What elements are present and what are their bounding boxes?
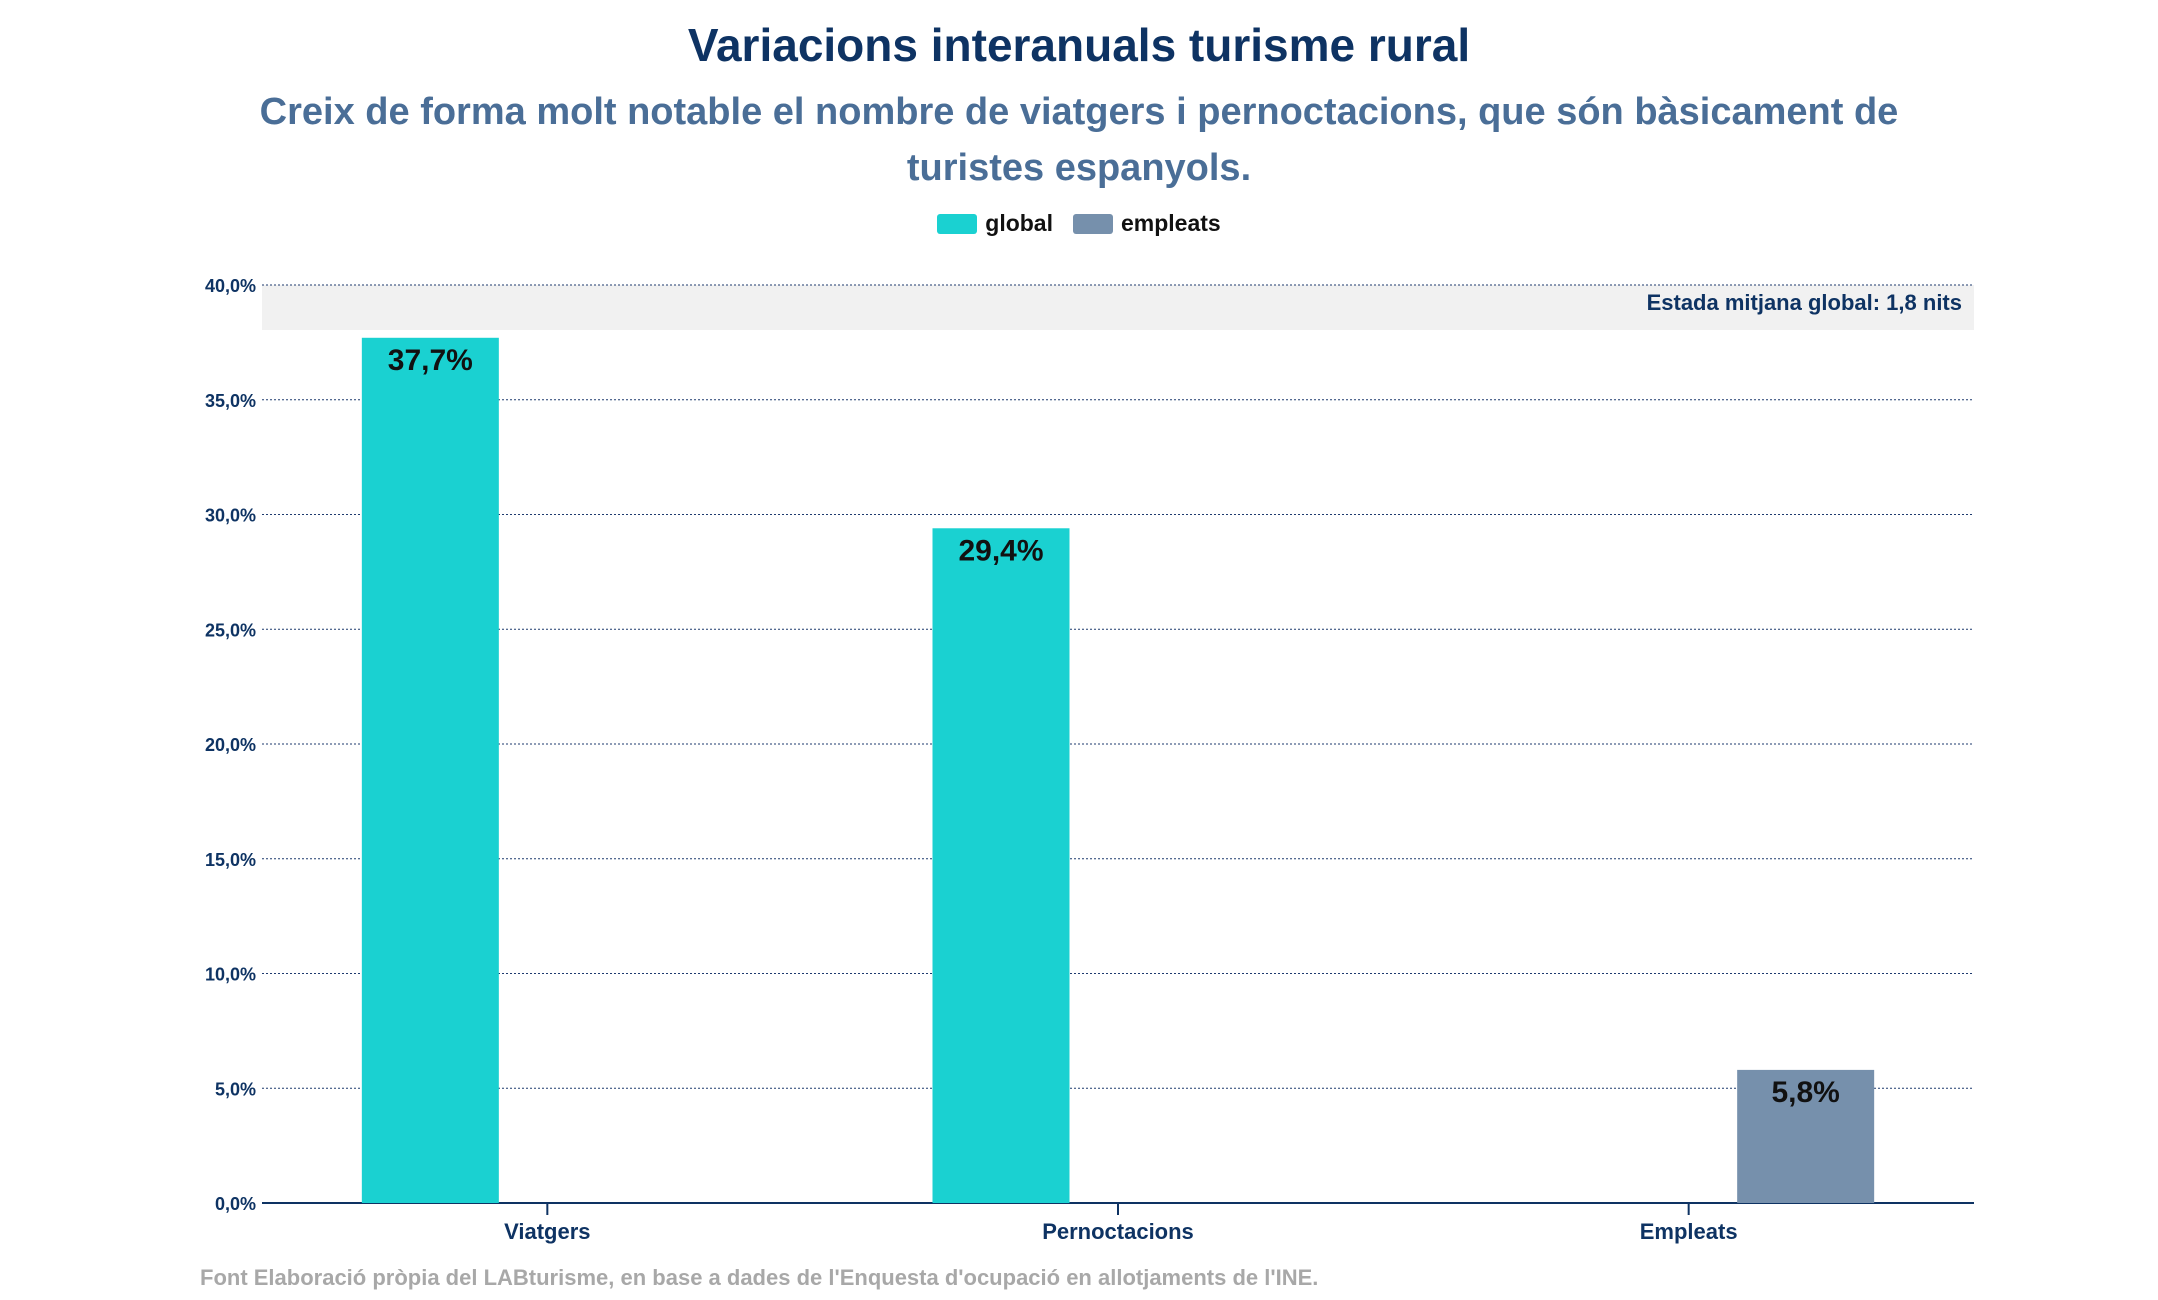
annotation-band	[262, 285, 1974, 330]
y-tick-label: 30,0%	[205, 506, 256, 526]
y-tick-label: 40,0%	[205, 276, 256, 296]
source-note: Font Elaboració pròpia del LABturisme, e…	[200, 1265, 1319, 1290]
chart-title: Variacions interanuals turisme rural	[687, 19, 1471, 71]
y-tick-label: 5,0%	[215, 1079, 256, 1099]
bar-global-pernoctacions	[932, 528, 1070, 1203]
legend-label-empleats: empleats	[1121, 210, 1221, 236]
x-tick-label: Viatgers	[504, 1219, 590, 1244]
legend-label-global: global	[985, 210, 1053, 236]
data-label: 29,4%	[958, 534, 1043, 567]
legend: global empleats	[0, 210, 2158, 237]
legend-swatch-empleats	[1073, 213, 1113, 234]
bar-empleats-empleats	[1737, 1069, 1875, 1203]
data-label: 37,7%	[388, 344, 473, 377]
y-tick-label: 0,0%	[215, 1194, 256, 1214]
legend-item-global[interactable]: global	[937, 210, 1053, 237]
x-tick-label: Empleats	[1640, 1219, 1738, 1244]
y-tick-label: 25,0%	[205, 620, 256, 640]
annotation-text: Estada mitjana global: 1,8 nits	[1647, 290, 1962, 315]
x-tick-label: Pernoctacions	[1042, 1219, 1194, 1244]
y-tick-label: 15,0%	[205, 850, 256, 870]
chart-subtitle: Creix de forma molt notable el nombre de…	[259, 91, 1899, 189]
y-tick-label: 35,0%	[205, 391, 256, 411]
data-label: 5,8%	[1771, 1076, 1839, 1109]
legend-swatch-global	[937, 213, 978, 234]
y-tick-label: 10,0%	[205, 965, 256, 985]
legend-item-empleats[interactable]: empleats	[1073, 210, 1221, 237]
bar-global-viatgers	[361, 337, 499, 1203]
y-tick-label: 20,0%	[205, 735, 256, 755]
